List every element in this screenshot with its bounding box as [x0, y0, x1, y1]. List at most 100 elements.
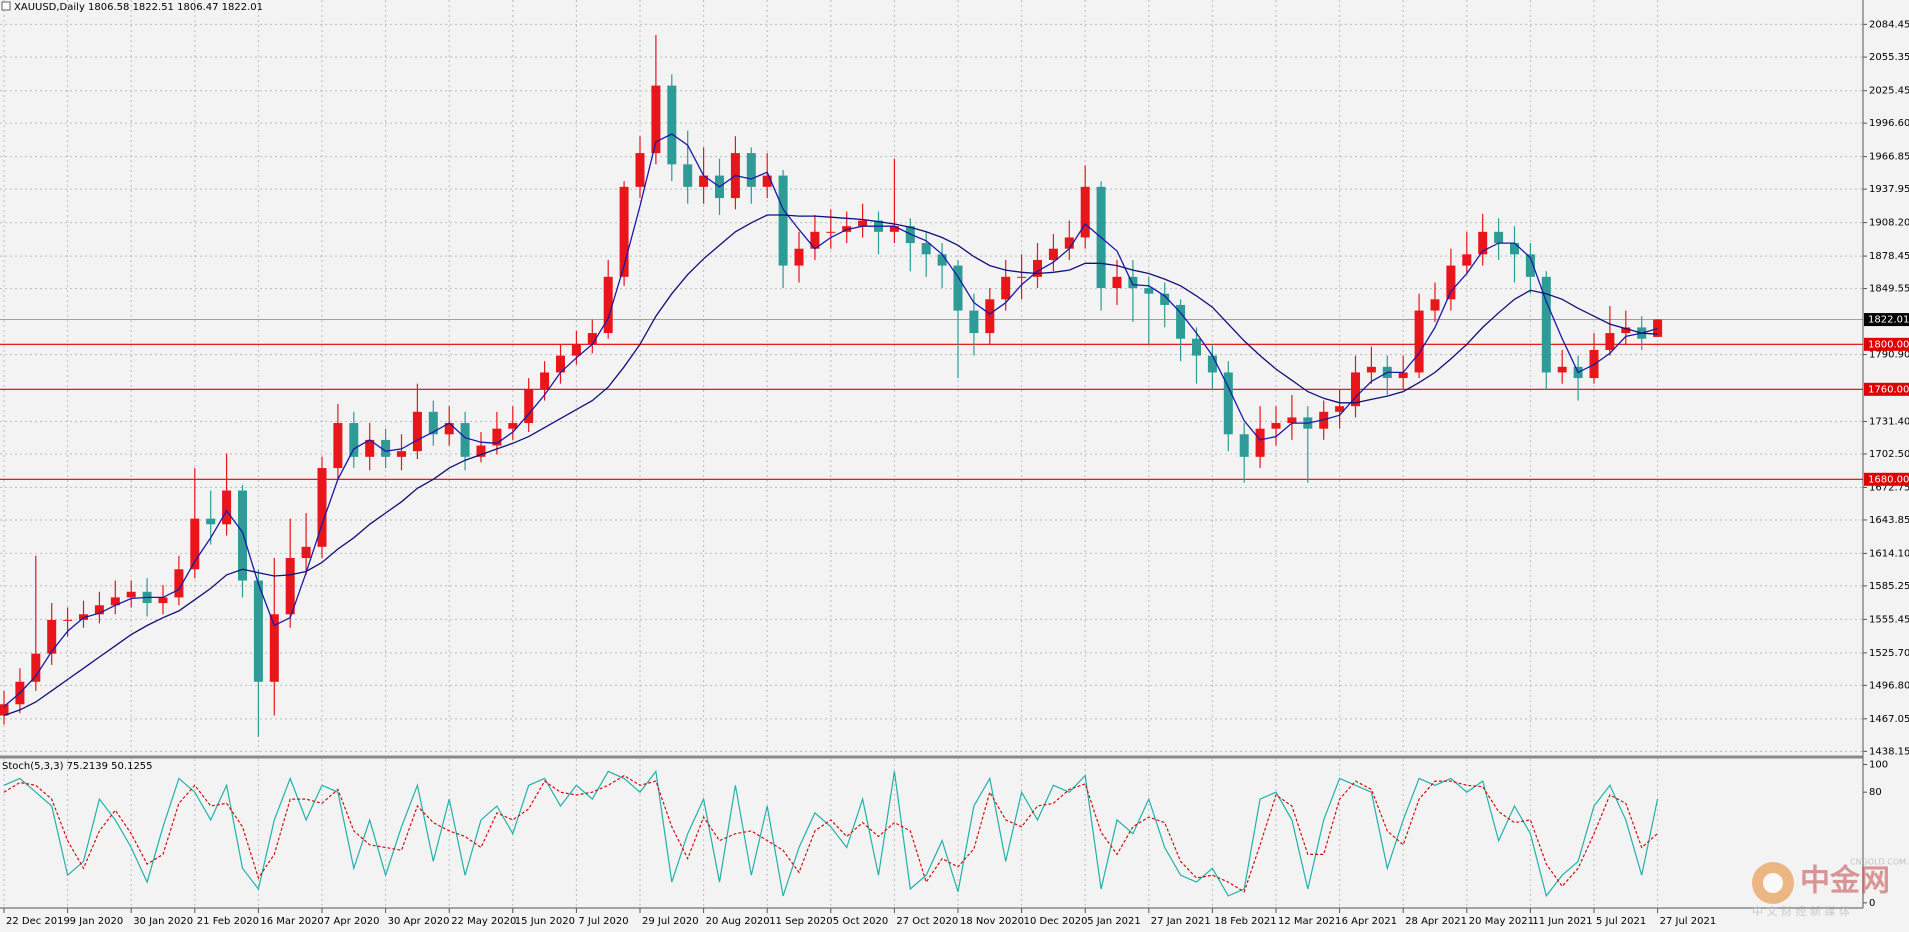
- candle-body: [1430, 299, 1440, 311]
- candle-body: [428, 411, 438, 435]
- x-tick-label: 20 May 2021: [1469, 916, 1534, 927]
- candle-body: [778, 175, 788, 266]
- candle-body: [1144, 288, 1154, 294]
- level-label: 1800.00: [1868, 339, 1909, 350]
- candle-body: [238, 490, 247, 581]
- candle-body: [206, 518, 216, 525]
- last-price-box: [1864, 313, 1909, 327]
- candle-body: [1176, 304, 1186, 339]
- level-label-box: [1864, 337, 1909, 351]
- candle-body: [269, 614, 279, 682]
- candle-body: [619, 186, 629, 277]
- oscillator-line: [3, 769, 1659, 898]
- candle-body: [667, 85, 677, 165]
- y-tick-label: 1908.20: [1869, 218, 1909, 229]
- watermark-sub: 中 文 财 经 新 媒 体: [1752, 904, 1850, 918]
- candle-body: [969, 310, 979, 334]
- candle-body: [94, 605, 104, 615]
- candle-body: [349, 423, 359, 457]
- symbol-icon: [1, 1, 11, 11]
- candle-body: [317, 468, 327, 547]
- candle-body: [1414, 310, 1424, 373]
- candle-body: [1335, 406, 1345, 412]
- candle-body: [556, 355, 565, 373]
- y-tick-label: 1525.70: [1869, 648, 1909, 659]
- candle-body: [1653, 319, 1663, 337]
- candle-body: [158, 597, 168, 604]
- candle-body: [1494, 231, 1504, 244]
- y-tick-label: 1496.80: [1869, 680, 1909, 691]
- candle-body: [190, 518, 200, 570]
- x-tick-label: 29 Jul 2020: [642, 916, 699, 927]
- candle-body: [508, 423, 518, 429]
- y-tick-label: 1585.25: [1869, 581, 1909, 592]
- x-tick-label: 10 Dec 2020: [1024, 916, 1088, 927]
- y-tick-label: 1672.75: [1869, 482, 1909, 493]
- candle-body: [985, 299, 995, 334]
- candle-body: [699, 175, 709, 187]
- x-tick-label: 22 Dec 2019: [6, 916, 70, 927]
- y-tick-label: 1966.85: [1869, 152, 1909, 163]
- level-label: 1760.00: [1868, 384, 1909, 395]
- candle-body: [253, 580, 263, 682]
- candle-body: [587, 333, 597, 345]
- candle-body: [31, 653, 41, 682]
- candle-body: [571, 344, 581, 356]
- candle-body: [333, 423, 343, 469]
- candle-body: [1398, 372, 1408, 379]
- watermark-logo-inner: [1763, 873, 1783, 893]
- oscillator-line: [3, 774, 1658, 893]
- candle-body: [1621, 327, 1631, 334]
- candle-body: [937, 254, 947, 266]
- x-tick-label: 11 Jun 2021: [1532, 916, 1592, 927]
- candle-body: [603, 276, 613, 334]
- candle-body: [1271, 423, 1281, 429]
- y-tick-label: 1643.85: [1869, 515, 1909, 526]
- candle-body: [1207, 355, 1217, 373]
- level-label-box: [1864, 472, 1909, 486]
- candle-body: [492, 428, 502, 446]
- candle-body: [794, 248, 804, 266]
- candle-body: [683, 164, 693, 187]
- candle-body: [397, 451, 406, 457]
- y-tick-label: 2084.45: [1869, 19, 1909, 30]
- candle-body: [953, 265, 963, 311]
- candle-body: [1128, 276, 1138, 289]
- candle-body: [285, 558, 295, 615]
- level-label: 1680.00: [1868, 474, 1909, 485]
- candle-body: [1017, 276, 1027, 278]
- candle-body: [63, 619, 73, 621]
- candle-body: [635, 153, 645, 187]
- candle-body: [1287, 417, 1297, 424]
- x-tick-label: 5 Oct 2020: [833, 916, 888, 927]
- x-tick-label: 20 Aug 2020: [706, 916, 770, 927]
- candle-body: [1478, 231, 1488, 255]
- x-tick-label: 27 Jan 2021: [1151, 916, 1211, 927]
- candle-body: [1239, 434, 1249, 457]
- y-tick-label: 1731.40: [1869, 416, 1909, 427]
- y-tick-label: 80: [1869, 787, 1882, 798]
- candle-body: [365, 439, 375, 457]
- candle-body: [1080, 186, 1090, 238]
- x-tick-label: 5 Jan 2021: [1087, 916, 1141, 927]
- x-tick-label: 27 Jul 2021: [1660, 916, 1717, 927]
- y-tick-label: 1467.05: [1869, 714, 1909, 725]
- x-tick-label: 5 Jul 2021: [1596, 916, 1646, 927]
- candle-body: [1366, 366, 1376, 373]
- y-tick-label: 1555.45: [1869, 614, 1909, 625]
- candle-body: [476, 445, 486, 457]
- y-tick-label: 1438.15: [1869, 746, 1909, 757]
- y-tick-label: 1937.95: [1869, 184, 1909, 195]
- candle-body: [1510, 243, 1519, 255]
- candle-body: [540, 372, 550, 390]
- y-tick-label: 2025.45: [1869, 86, 1909, 97]
- y-tick-label: 1849.55: [1869, 284, 1909, 295]
- candle-body: [222, 490, 232, 525]
- x-tick-label: 18 Nov 2020: [960, 916, 1024, 927]
- candle-body: [762, 175, 772, 187]
- level-label-box: [1864, 382, 1909, 396]
- candle-body: [1223, 372, 1233, 435]
- candle-body: [921, 243, 931, 255]
- candle-body: [47, 619, 57, 654]
